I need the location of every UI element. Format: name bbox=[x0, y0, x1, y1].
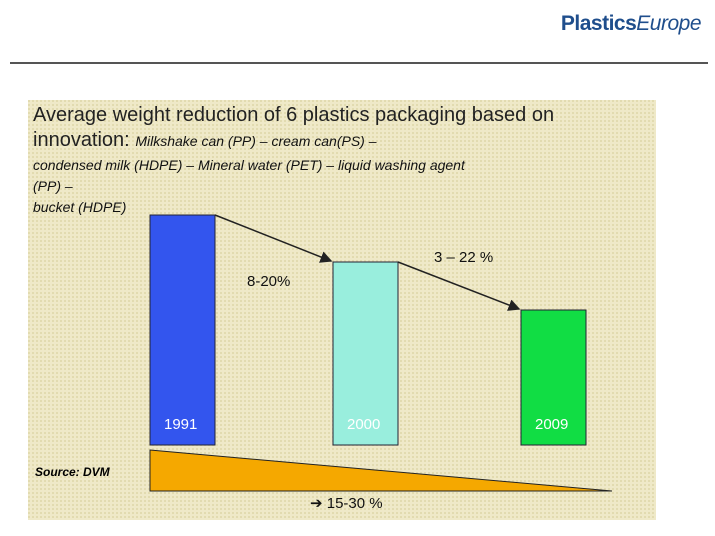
source: Source: DVM bbox=[35, 465, 110, 479]
title-line: Average weight reduction of 6 plastics p… bbox=[33, 104, 554, 127]
slide: PlasticsEurope Average weight reduction … bbox=[0, 0, 715, 536]
step-label: 3 – 22 % bbox=[434, 249, 493, 266]
title-item: (PP) – bbox=[33, 178, 73, 194]
title-item: condensed milk (HDPE) – Mineral water (P… bbox=[33, 157, 465, 173]
title-lead-text: innovation: bbox=[33, 129, 130, 151]
total-label: ➔ 15-30 % bbox=[310, 494, 383, 512]
bar-label: 2009 bbox=[535, 416, 568, 433]
step-label: 8-20% bbox=[247, 273, 290, 290]
bar-label: 2000 bbox=[347, 416, 380, 433]
bar-1991 bbox=[150, 215, 215, 445]
title-item: Milkshake can (PP) – cream can(PS) – bbox=[135, 133, 376, 149]
diagram bbox=[0, 0, 715, 536]
title-item: bucket (HDPE) bbox=[33, 199, 126, 215]
title-lead: innovation: Milkshake can (PP) – cream c… bbox=[33, 129, 377, 152]
bar-label: 1991 bbox=[164, 416, 197, 433]
